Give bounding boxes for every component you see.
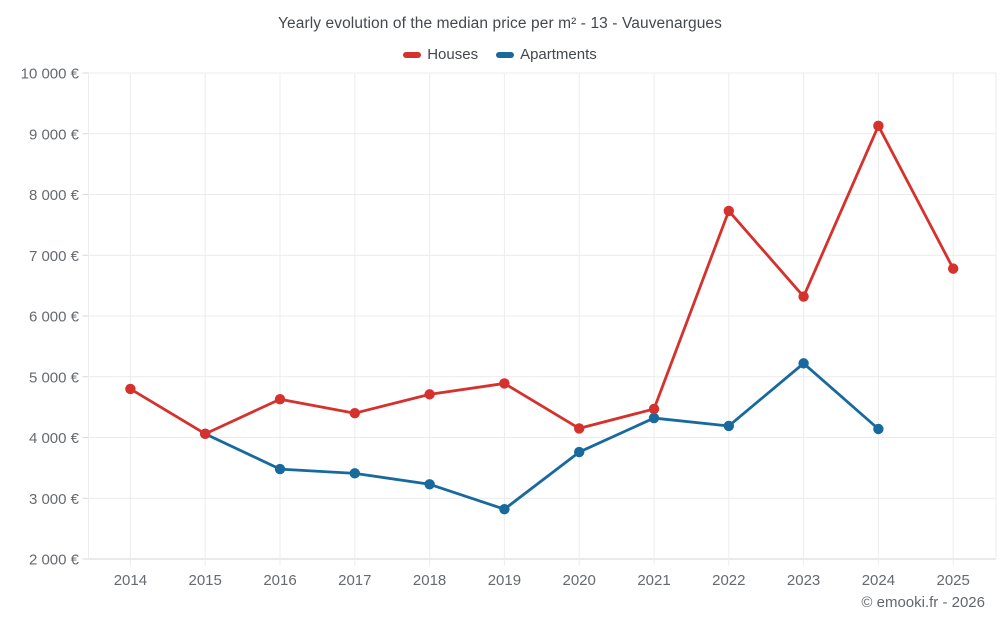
data-point-apartments-2017[interactable]	[349, 468, 360, 479]
data-point-houses-2014[interactable]	[125, 383, 136, 395]
data-point-apartments-2022[interactable]	[723, 420, 734, 432]
data-point-houses-2015[interactable]	[200, 428, 211, 440]
houses-swatch-icon	[403, 51, 422, 58]
x-axis-label: 2015	[189, 572, 222, 589]
data-point-apartments-2024[interactable]	[873, 423, 884, 435]
y-axis-label: 6 000 €	[29, 309, 80, 326]
data-point-houses-2025[interactable]	[948, 263, 959, 274]
chart-legend: Houses Apartments	[0, 46, 1000, 63]
x-axis-label: 2023	[787, 572, 820, 589]
y-axis-label: 8 000 €	[29, 187, 80, 204]
legend-label-apartments: Apartments	[520, 46, 597, 63]
data-point-houses-2020[interactable]	[574, 423, 585, 434]
x-axis-label: 2018	[413, 572, 446, 589]
data-point-houses-2018[interactable]	[424, 389, 435, 400]
y-axis-label: 10 000 €	[21, 66, 80, 83]
y-axis-label: 7 000 €	[29, 248, 80, 265]
data-point-houses-2023[interactable]	[798, 291, 809, 302]
x-axis-label: 2024	[862, 572, 895, 589]
chart-title: Yearly evolution of the median price per…	[278, 15, 722, 32]
legend-item-apartments[interactable]: Apartments	[496, 46, 597, 63]
y-axis-label: 2 000 €	[29, 552, 80, 569]
data-point-houses-2019[interactable]	[499, 378, 510, 389]
data-point-houses-2016[interactable]	[274, 394, 286, 405]
y-axis-label: 4 000 €	[29, 430, 80, 447]
data-point-apartments-2019[interactable]	[499, 503, 510, 515]
data-point-apartments-2020[interactable]	[574, 446, 585, 458]
x-axis-label: 2021	[637, 572, 670, 589]
series-line-apartments	[203, 361, 880, 511]
y-axis-label: 9 000 €	[29, 126, 80, 143]
x-axis-label: 2025	[937, 572, 970, 589]
data-point-apartments-2018[interactable]	[424, 479, 435, 490]
apartments-swatch-icon	[496, 51, 515, 58]
legend-item-houses[interactable]: Houses	[403, 46, 478, 63]
x-axis-label: 2019	[488, 572, 521, 589]
data-point-houses-2024[interactable]	[873, 120, 884, 132]
x-axis-label: 2017	[338, 572, 371, 589]
legend-label-houses: Houses	[427, 46, 479, 63]
data-point-apartments-2023[interactable]	[798, 358, 809, 369]
data-point-apartments-2016[interactable]	[274, 463, 286, 475]
x-axis-label: 2022	[712, 572, 745, 589]
y-axis-label: 3 000 €	[29, 491, 80, 508]
series-line-houses	[129, 124, 955, 436]
data-point-houses-2021[interactable]	[648, 403, 660, 415]
data-point-houses-2017[interactable]	[349, 408, 360, 419]
x-axis-label: 2020	[563, 572, 596, 589]
x-axis-label: 2016	[263, 572, 296, 589]
x-axis-label: 2014	[114, 572, 147, 589]
y-axis-label: 5 000 €	[29, 369, 80, 386]
data-point-apartments-2021[interactable]	[648, 412, 660, 424]
copyright-text: © emooki.fr - 2026	[861, 594, 985, 611]
data-point-houses-2022[interactable]	[723, 205, 734, 217]
